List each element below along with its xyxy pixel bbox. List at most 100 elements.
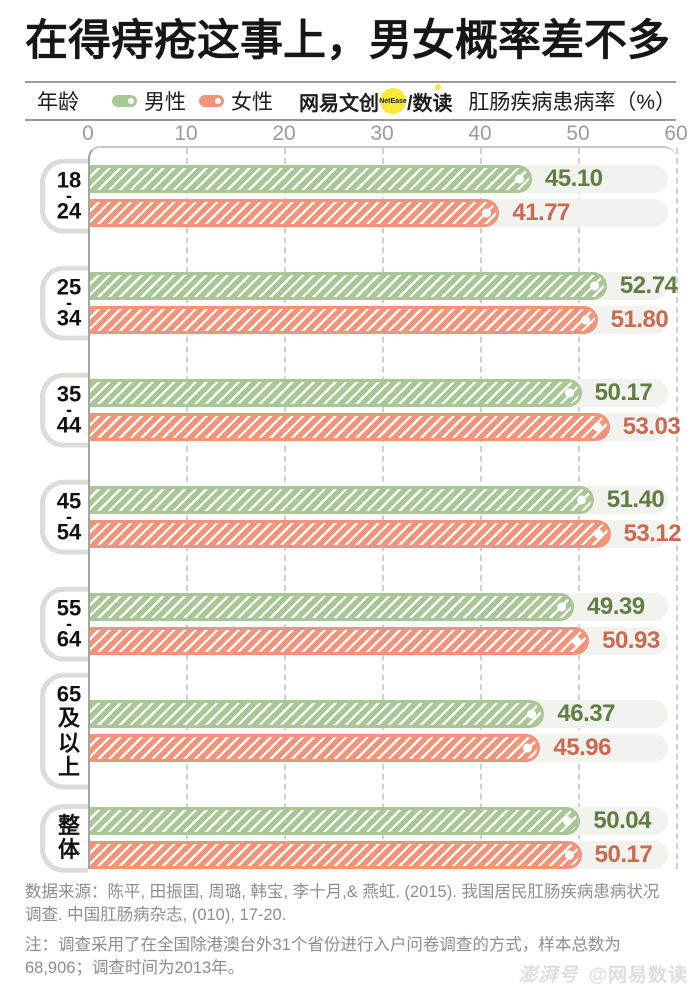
- female-bar: [90, 841, 582, 870]
- female-bar-row: 50.93: [90, 627, 676, 656]
- value-label: 50.17: [594, 379, 653, 407]
- pengpai-logo: 澎湃号: [518, 965, 579, 986]
- bar-tip-dot-icon: [576, 495, 586, 505]
- value-label: 53.03: [622, 413, 681, 441]
- value-label: 52.74: [619, 272, 678, 300]
- male-bar-row: 49.39: [90, 593, 676, 622]
- source-line-1: 数据来源：陈平, 田振国, 周璐, 韩宝, 李十月,& 燕虹. (2015). …: [25, 883, 660, 902]
- age-group-row: 35-44 50.17 53.03: [40, 372, 681, 448]
- bar-tip-dot-icon: [557, 602, 567, 612]
- value-label: 49.39: [587, 593, 645, 621]
- female-bar-row: 53.12: [90, 520, 682, 549]
- male-legend-label: 男性: [144, 91, 186, 115]
- female-bar-row: 51.80: [90, 306, 676, 335]
- female-bar: [90, 520, 611, 549]
- age-label-line: 45: [56, 488, 82, 514]
- age-label-line: 18: [56, 167, 82, 193]
- brand-text-2: /数读: [407, 83, 453, 116]
- female-legend-swatch: [199, 95, 224, 108]
- female-legend-label: 女性: [231, 91, 273, 115]
- female-bar-row: 53.03: [90, 413, 681, 442]
- age-label-line: 64: [56, 626, 82, 652]
- age-group-label: 25-34: [40, 265, 88, 341]
- bar-tip-dot-icon: [523, 743, 533, 753]
- value-label: 50.04: [593, 807, 651, 835]
- bar-tip-dot-icon: [514, 174, 524, 184]
- male-bar: [90, 807, 581, 836]
- age-label-line: -: [66, 400, 72, 421]
- age-group-label: 65及 以上: [40, 672, 88, 790]
- age-label-line: 34: [56, 305, 82, 331]
- male-bar: [90, 379, 582, 408]
- x-axis-ticks: 0 10 20 30 40 50 60: [82, 121, 688, 146]
- age-label-line: 54: [56, 519, 82, 545]
- age-group-label: 18-24: [40, 158, 88, 234]
- value-label: 51.80: [610, 306, 669, 334]
- age-label-line: 35: [56, 381, 82, 407]
- value-label: 46.37: [557, 700, 615, 728]
- age-group-row: 25-34 52.74 51.80: [40, 265, 678, 341]
- netease-badge-icon: NetEase: [379, 88, 407, 115]
- male-bar-row: 50.04: [90, 807, 676, 836]
- age-group-label: 整体: [40, 804, 88, 873]
- bar-tip-dot-icon: [580, 315, 590, 325]
- x-tick-label: 60: [664, 122, 688, 146]
- age-label-line: -: [66, 614, 72, 635]
- x-tick-label: 0: [82, 122, 94, 146]
- male-bar: [90, 486, 594, 515]
- value-label: 51.40: [606, 486, 665, 514]
- bar-tip-dot-icon: [592, 422, 602, 432]
- male-bar: [90, 593, 575, 622]
- x-tick-label: 30: [370, 122, 394, 146]
- x-tick-label: 20: [272, 122, 296, 146]
- bar-tip-dot-icon: [482, 208, 492, 218]
- value-label: 50.93: [602, 627, 660, 655]
- age-label-line: -: [66, 507, 72, 528]
- bar-tip-dot-icon: [527, 709, 537, 719]
- male-bar-row: 52.74: [90, 272, 678, 301]
- age-label-line: -: [66, 293, 72, 314]
- male-bar-row: 45.10: [90, 165, 676, 194]
- age-label-line: 55: [56, 595, 82, 621]
- male-bar-row: 50.17: [90, 379, 676, 408]
- plot-area: 18-24 45.10 41.77 25-34 52.74 51.80 35-44 50.17…: [40, 146, 682, 873]
- female-bar: [90, 199, 500, 228]
- age-group-row: 65及 以上 46.37 45.96: [40, 672, 676, 790]
- bar-tip-dot-icon: [564, 388, 574, 398]
- page-title: 在得痔疮这事上，男女概率差不多: [25, 17, 670, 65]
- note-line-1: 注：调查采用了在全国除港澳台外31个省份进行入户问卷调查的方式，样本总数为: [25, 935, 621, 954]
- watermark: 澎湃号 @网易数读: [518, 960, 688, 987]
- x-tick-label: 40: [468, 122, 492, 146]
- watermark-handle: @网易数读: [588, 965, 688, 986]
- age-group-row: 45-54 51.40 53.12: [40, 479, 682, 555]
- swatch-dot-icon: [128, 98, 134, 105]
- age-group-label: 35-44: [40, 372, 88, 448]
- method-note-text: 注：调查采用了在全国除港澳台外31个省份进行入户问卷调查的方式，样本总数为 68…: [25, 934, 676, 980]
- male-bar: [90, 272, 607, 301]
- age-label-line: 25: [56, 274, 82, 300]
- age-group-row: 18-24 45.10 41.77: [40, 158, 676, 234]
- swatch-dot-icon: [215, 98, 221, 105]
- value-label: 53.12: [623, 520, 682, 548]
- female-bar-row: 41.77: [90, 199, 676, 228]
- male-bar-row: 51.40: [90, 486, 676, 515]
- male-legend-swatch: [112, 95, 137, 108]
- female-bar: [90, 413, 610, 442]
- value-label: 41.77: [512, 199, 570, 227]
- bar-tip-dot-icon: [593, 529, 603, 539]
- female-bar-row: 45.96: [90, 734, 676, 763]
- chart-area: 0 10 20 30 40 50 60 18-24 45.10 41.77 25-34 52.74 5…: [40, 121, 688, 873]
- footer-notes: 数据来源：陈平, 田振国, 周璐, 韩宝, 李十月,& 燕虹. (2015). …: [25, 881, 676, 979]
- female-bar: [90, 306, 598, 335]
- age-label-line: 整体: [57, 813, 80, 863]
- female-bar: [90, 627, 590, 656]
- female-bar-row: 50.17: [90, 841, 676, 870]
- age-group-label: 45-54: [40, 479, 88, 555]
- bar-tip-dot-icon: [564, 850, 574, 860]
- bar-tip-dot-icon: [563, 816, 573, 826]
- age-column-label: 年龄: [37, 91, 79, 115]
- note-line-2: 68,906；调查时间为2013年。: [25, 958, 245, 977]
- value-label: 45.96: [553, 734, 611, 762]
- netease-brand-logo: 网易文创 NetEase /数读: [299, 83, 453, 116]
- value-label: 45.10: [544, 165, 603, 193]
